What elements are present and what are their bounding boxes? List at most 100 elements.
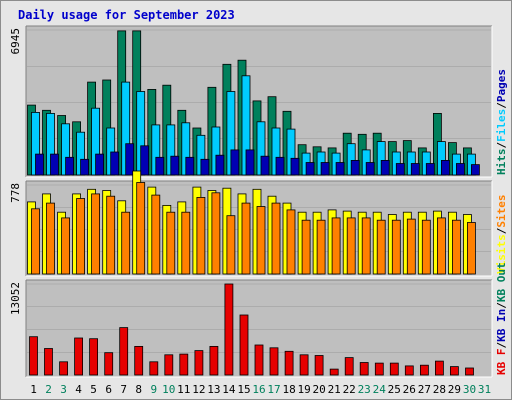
bar-sites-day-12 (196, 196, 206, 275)
chart-panels: 6945Hits/Files/Pages778Visits/Sites13052… (9, 25, 508, 378)
legend-separator: / (495, 342, 508, 349)
x-tick-label: 18 (282, 383, 295, 396)
bar-sites-day-19 (301, 219, 311, 275)
x-tick-label: 11 (177, 383, 190, 396)
x-tick-label: 26 (403, 383, 416, 396)
x-tick-label: 24 (373, 383, 387, 396)
legend-entry: KB F (495, 349, 508, 376)
x-tick-label: 22 (343, 383, 356, 396)
bar-sites-day-6 (106, 195, 116, 275)
x-tick-label: 14 (222, 383, 236, 396)
bar-sites-day-8 (136, 182, 146, 275)
bar-pages-day-17 (275, 156, 285, 176)
bar-sites-day-15 (241, 202, 251, 275)
bar-pages-day-29 (455, 163, 465, 176)
legend-entry: Sites (495, 195, 508, 228)
x-tick-label: 1 (30, 383, 37, 396)
x-tick-label: 21 (328, 383, 341, 396)
x-tick-label: 6 (105, 383, 112, 396)
legend-entry: Hits (495, 149, 508, 176)
bar-sites-day-11 (181, 211, 191, 275)
bar-kb-f-day-12 (194, 350, 204, 376)
legend-separator: / (495, 302, 508, 309)
panel-max-label: 13052 (9, 282, 22, 315)
bar-sites-day-5 (91, 193, 100, 275)
panel-max-label: 6945 (9, 28, 22, 55)
bar-pages-day-24 (380, 159, 390, 176)
bar-pages-day-6 (110, 151, 120, 176)
panel-legend: Hits/Files/Pages (495, 69, 508, 175)
bar-pages-day-13 (215, 154, 225, 176)
bar-sites-day-18 (286, 209, 296, 275)
bar-sites-day-17 (271, 202, 281, 275)
bar-pages-day-21 (335, 162, 345, 176)
bar-pages-day-19 (305, 162, 315, 176)
bar-pages-day-22 (350, 159, 360, 176)
bar-pages-day-18 (290, 157, 300, 176)
bar-pages-day-11 (185, 156, 195, 176)
x-tick-label: 30 (463, 383, 476, 396)
chart-title: Daily usage for September 2023 (18, 8, 235, 22)
bar-kb-f-day-26 (404, 365, 414, 376)
bar-sites-day-3 (61, 217, 70, 275)
bar-pages-day-20 (320, 162, 330, 176)
bar-sites-day-13 (211, 192, 221, 275)
x-tick-label: 29 (448, 383, 461, 396)
panel-legend: KB F/KB In/KB Out (495, 262, 508, 375)
bar-pages-day-9 (155, 156, 165, 176)
x-tick-label: 25 (388, 383, 401, 396)
bar-kb-f-day-13 (209, 345, 219, 376)
bar-sites-day-21 (331, 217, 341, 275)
bar-sites-day-27 (421, 219, 431, 275)
x-tick-label: 2 (45, 383, 52, 396)
bar-kb-f-day-4 (74, 337, 83, 376)
x-tick-label: 17 (267, 383, 280, 396)
legend-entry: KB In (495, 309, 508, 342)
bar-kb-f-day-11 (179, 353, 189, 376)
bar-sites-day-1 (31, 208, 40, 275)
bar-pages-day-4 (80, 158, 89, 176)
panel-1: 6945 Hits/Files/Pages (9, 25, 508, 178)
x-tick-label: 8 (135, 383, 142, 396)
bar-kb-f-day-9 (149, 361, 159, 376)
legend-entry: KB Out (495, 262, 508, 302)
bar-kb-f-day-1 (29, 336, 38, 376)
bar-kb-f-day-14 (224, 283, 234, 376)
x-tick-label: 19 (297, 383, 310, 396)
bar-kb-f-day-17 (269, 347, 279, 376)
bar-pages-day-14 (230, 149, 240, 176)
bar-sites-day-29 (451, 219, 461, 275)
x-tick-label: 7 (120, 383, 127, 396)
panel-legend: Visits/Sites (495, 195, 508, 275)
bar-kb-f-day-25 (389, 362, 399, 376)
bar-sites-day-28 (436, 217, 446, 275)
bar-pages-day-25 (395, 163, 405, 176)
legend-separator: / (495, 227, 508, 234)
x-tick-label: 9 (150, 383, 157, 396)
x-tick-label: 5 (90, 383, 97, 396)
bar-sites-day-10 (166, 211, 176, 275)
legend-entry: Visits (495, 234, 508, 274)
bar-kb-f-day-21 (329, 368, 339, 376)
bar-pages-day-12 (200, 158, 210, 176)
x-tick-label: 31 (478, 383, 491, 396)
bar-pages-day-23 (365, 162, 375, 176)
bar-pages-day-15 (245, 149, 255, 176)
x-tick-label: 3 (60, 383, 67, 396)
panel-max-label: 778 (9, 183, 22, 203)
x-tick-label: 28 (433, 383, 446, 396)
x-tick-label: 10 (162, 383, 175, 396)
bar-kb-f-day-2 (44, 348, 53, 376)
bar-kb-f-day-22 (344, 357, 354, 376)
bar-sites-day-2 (46, 202, 55, 275)
bar-pages-day-7 (125, 143, 135, 176)
x-tick-label: 13 (207, 383, 220, 396)
bar-kb-f-day-5 (89, 338, 98, 376)
bar-sites-day-22 (346, 217, 356, 275)
legend-entry: Pages (495, 69, 508, 102)
bar-kb-f-day-28 (434, 360, 444, 376)
x-tick-label: 20 (312, 383, 325, 396)
bar-kb-f-day-16 (254, 344, 264, 376)
x-tick-label: 27 (418, 383, 431, 396)
